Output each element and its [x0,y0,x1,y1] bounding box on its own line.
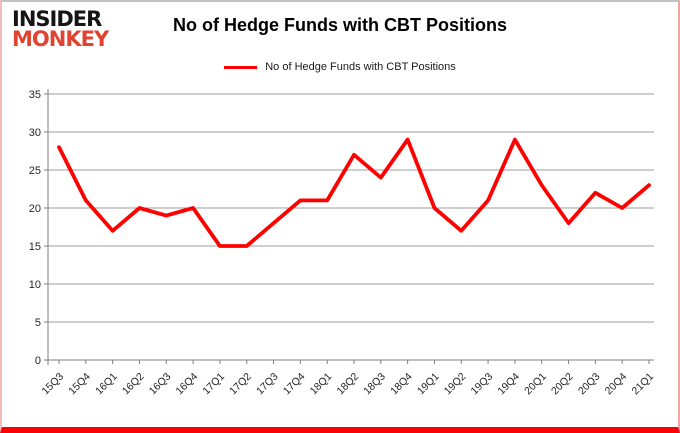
logo-line-insider: INSIDER [12,7,102,31]
x-tick-label: 17Q2 [227,371,254,398]
x-tick-label: 20Q3 [576,371,603,398]
x-tick-label: 15Q3 [39,371,66,398]
x-tick-label: 20Q4 [603,371,630,398]
y-tick-label: 20 [29,203,41,215]
x-tick-label: 18Q3 [361,371,388,398]
insider-monkey-logo: INSIDER MONKEY [12,7,109,51]
legend-line-swatch [224,65,258,69]
x-tick-label: 20Q2 [549,371,576,398]
y-tick-label: 30 [29,127,41,139]
logo-line-monkey: MONKEY [12,26,109,51]
y-tick-label: 10 [29,279,41,291]
x-tick-label: 19Q3 [469,371,496,398]
y-tick-label: 0 [35,355,41,367]
legend-label: No of Hedge Funds with CBT Positions [265,61,456,73]
x-tick-label: 21Q1 [629,371,656,398]
y-tick-label: 15 [29,241,41,253]
y-tick-label: 25 [29,165,41,177]
x-tick-label: 16Q2 [120,371,147,398]
x-tick-label: 17Q3 [254,371,281,398]
x-tick-label: 18Q2 [334,371,361,398]
x-tick-label: 18Q4 [388,371,415,398]
x-tick-label: 20Q1 [522,371,549,398]
chart-area: 0 5 10 15 20 25 30 35 15Q3 15Q4 16Q1 16Q2 16Q3 16Q4 17… [2,80,678,427]
x-tick-label: 18Q1 [308,371,335,398]
x-tick-label: 17Q1 [200,371,227,398]
chart-legend: No of Hedge Funds with CBT Positions [2,61,678,73]
x-tick-label: 19Q1 [415,371,442,398]
x-tick-label: 16Q4 [174,371,201,398]
y-tick-label: 35 [29,89,41,101]
chart-title: No of Hedge Funds with CBT Positions [173,15,507,35]
x-tick-label: 19Q4 [495,371,522,398]
y-tick-label: 5 [35,317,41,329]
x-tick-label: 16Q3 [147,371,174,398]
x-tick-label: 17Q4 [281,371,308,398]
x-tick-label: 16Q1 [93,371,120,398]
x-tick-label: 19Q2 [442,371,469,398]
series-line-no-of-hedge-funds-with-cbt-positions [57,137,651,248]
x-tick-label: 15Q4 [66,371,93,398]
